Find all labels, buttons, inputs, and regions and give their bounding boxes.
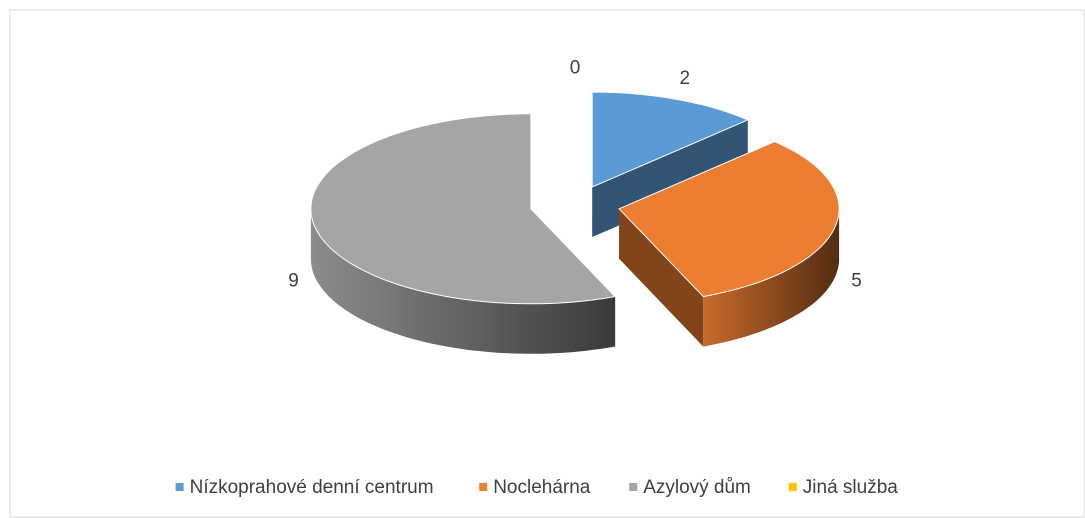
slice-top [591,91,750,188]
legend-swatch [175,483,184,491]
data-label: 9 [288,271,299,292]
slice-side [310,208,616,354]
legend-label: Jiná služba [803,477,898,498]
legend-swatch [479,483,488,491]
slice-cut-face [619,208,704,347]
data-label: 5 [851,271,862,292]
legend-label: Azylový dům [643,477,751,498]
data-label: 2 [680,68,691,89]
slice-top [310,113,617,305]
legend-swatch [788,483,797,491]
legend-label: Noclehárna [493,477,591,498]
data-label: 0 [570,58,581,79]
legend-swatch [629,483,638,491]
legend-label: Nízkoprahové denní centrum [190,477,434,498]
slice [310,113,617,354]
slice-top [618,141,840,298]
slice [618,141,840,347]
